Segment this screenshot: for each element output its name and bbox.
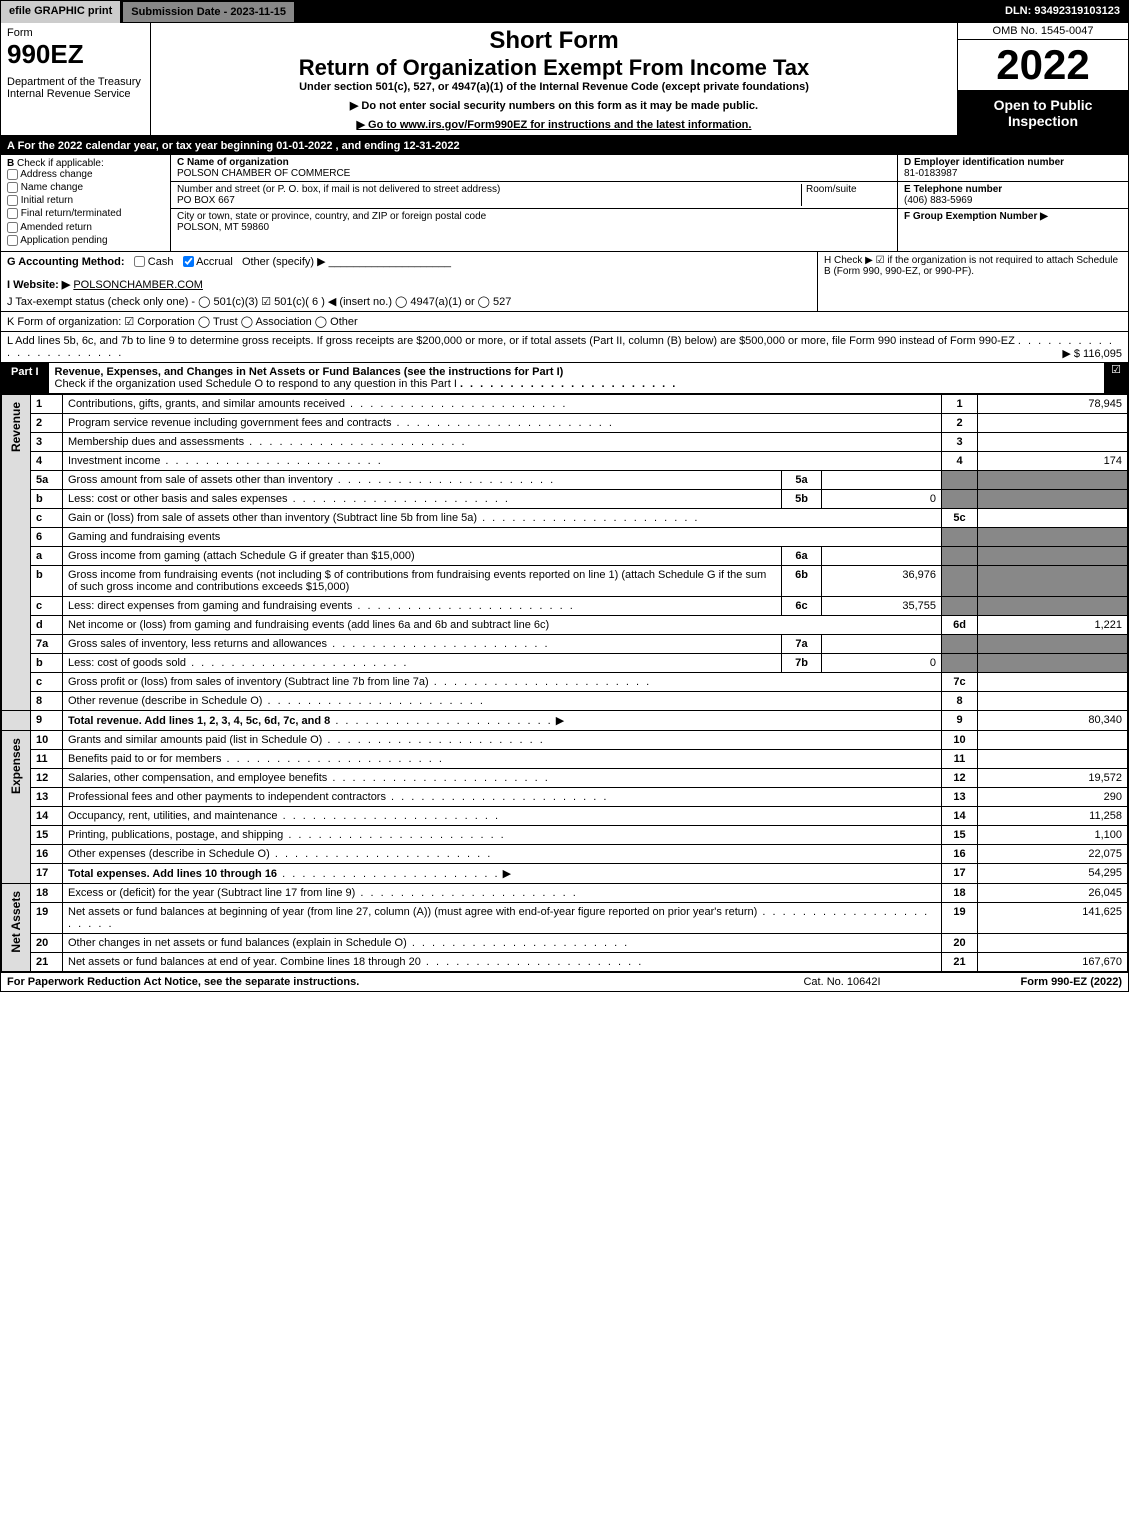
chk-accrual[interactable] [183, 256, 194, 267]
section-bcdef: B Check if applicable: Address change Na… [1, 155, 1128, 252]
form-word: Form [7, 27, 144, 39]
l-gross-receipts: L Add lines 5b, 6c, and 7b to line 9 to … [1, 332, 1128, 363]
val-16: 22,075 [978, 844, 1128, 863]
c-city-label: City or town, state or province, country… [177, 211, 891, 222]
open-to-public: Open to Public Inspection [958, 91, 1128, 135]
d-label: D Employer identification number [904, 157, 1122, 168]
ein-value: 81-0183987 [904, 168, 1122, 179]
form-header: Form 990EZ Department of the Treasury In… [1, 23, 1128, 137]
section-h: H Check ▶ ☑ if the organization is not r… [818, 252, 1128, 312]
c-addr-label: Number and street (or P. O. box, if mail… [177, 184, 801, 195]
val-11 [978, 749, 1128, 768]
row-gh: G Accounting Method: Cash Accrual Other … [1, 252, 1128, 312]
val-17: 54,295 [978, 863, 1128, 883]
header-left: Form 990EZ Department of the Treasury In… [1, 23, 151, 135]
val-5c [978, 508, 1128, 527]
val-13: 290 [978, 787, 1128, 806]
c-name-label: C Name of organization [177, 157, 891, 168]
part1-title: Revenue, Expenses, and Changes in Net As… [55, 366, 564, 378]
val-4: 174 [978, 451, 1128, 470]
section-def: D Employer identification number 81-0183… [898, 155, 1128, 251]
val-9: 80,340 [978, 710, 1128, 730]
tax-year: 2022 [958, 40, 1128, 91]
org-address: PO BOX 667 [177, 195, 801, 206]
val-6d: 1,221 [978, 615, 1128, 634]
val-15: 1,100 [978, 825, 1128, 844]
return-title: Return of Organization Exempt From Incom… [157, 55, 951, 81]
val-6a [822, 546, 942, 565]
chk-cash[interactable] [134, 256, 145, 267]
val-7b: 0 [822, 653, 942, 672]
val-6b: 36,976 [822, 565, 942, 596]
efile-label: efile GRAPHIC print [1, 1, 122, 23]
val-12: 19,572 [978, 768, 1128, 787]
f-label: F Group Exemption Number ▶ [904, 211, 1122, 222]
row-a-tax-year: A For the 2022 calendar year, or tax yea… [1, 137, 1128, 155]
form-number: 990EZ [7, 39, 144, 70]
val-14: 11,258 [978, 806, 1128, 825]
website-link[interactable]: POLSONCHAMBER.COM [73, 279, 203, 291]
e-label: E Telephone number [904, 184, 1122, 195]
section-g: G Accounting Method: Cash Accrual Other … [1, 252, 818, 312]
i-label: I Website: ▶ [7, 279, 70, 291]
form-page: efile GRAPHIC print Submission Date - 20… [0, 0, 1129, 992]
l-value: ▶ $ 116,095 [1062, 347, 1122, 360]
part1-header: Part I Revenue, Expenses, and Changes in… [1, 363, 1128, 394]
section-b: B Check if applicable: Address change Na… [1, 155, 171, 251]
val-7c [978, 672, 1128, 691]
val-20 [978, 933, 1128, 952]
val-5a [822, 470, 942, 489]
goto-text[interactable]: ▶ Go to www.irs.gov/Form990EZ for instru… [357, 119, 752, 131]
part1-tab: Part I [1, 363, 49, 393]
chk-name-change[interactable]: Name change [7, 182, 164, 193]
header-right: OMB No. 1545-0047 2022 Open to Public In… [958, 23, 1128, 135]
side-revenue: Revenue [7, 398, 25, 456]
chk-initial-return[interactable]: Initial return [7, 195, 164, 206]
j-tax-exempt: J Tax-exempt status (check only one) - ◯… [7, 295, 811, 308]
phone-value: (406) 883-5969 [904, 195, 1122, 206]
dept-label: Department of the Treasury Internal Reve… [7, 76, 144, 100]
part1-check[interactable]: ☑ [1104, 363, 1128, 393]
top-bar: efile GRAPHIC print Submission Date - 20… [1, 1, 1128, 23]
side-netassets: Net Assets [7, 887, 25, 957]
val-1: 78,945 [978, 394, 1128, 413]
part1-table: Revenue 1 Contributions, gifts, grants, … [1, 394, 1128, 972]
section-c: C Name of organization POLSON CHAMBER OF… [171, 155, 898, 251]
val-5b: 0 [822, 489, 942, 508]
chk-amended-return[interactable]: Amended return [7, 222, 164, 233]
footer-notice: For Paperwork Reduction Act Notice, see … [7, 976, 742, 988]
under-section: Under section 501(c), 527, or 4947(a)(1)… [157, 81, 951, 93]
val-21: 167,670 [978, 952, 1128, 971]
chk-application-pending[interactable]: Application pending [7, 235, 164, 246]
val-7a [822, 634, 942, 653]
dln-label: DLN: 93492319103123 [997, 1, 1128, 23]
val-18: 26,045 [978, 883, 1128, 902]
org-name: POLSON CHAMBER OF COMMERCE [177, 168, 891, 179]
val-19: 141,625 [978, 902, 1128, 933]
val-8 [978, 691, 1128, 710]
val-3 [978, 432, 1128, 451]
b-label: Check if applicable: [17, 158, 104, 169]
part1-sub: Check if the organization used Schedule … [55, 378, 457, 390]
val-2 [978, 413, 1128, 432]
short-form-title: Short Form [157, 27, 951, 55]
donot-line: ▶ Do not enter social security numbers o… [157, 99, 951, 112]
omb-number: OMB No. 1545-0047 [958, 23, 1128, 40]
side-expenses: Expenses [7, 734, 25, 798]
room-suite-label: Room/suite [801, 184, 891, 206]
footer-catno: Cat. No. 10642I [742, 976, 942, 988]
header-center: Short Form Return of Organization Exempt… [151, 23, 958, 135]
chk-address-change[interactable]: Address change [7, 169, 164, 180]
page-footer: For Paperwork Reduction Act Notice, see … [1, 972, 1128, 991]
goto-line: ▶ Go to www.irs.gov/Form990EZ for instru… [157, 118, 951, 131]
footer-formno: Form 990-EZ (2022) [942, 976, 1122, 988]
org-city: POLSON, MT 59860 [177, 222, 891, 233]
submission-date: Submission Date - 2023-11-15 [122, 1, 295, 23]
k-form-org: K Form of organization: ☑ Corporation ◯ … [1, 312, 1128, 332]
val-10 [978, 730, 1128, 749]
val-6c: 35,755 [822, 596, 942, 615]
chk-final-return[interactable]: Final return/terminated [7, 208, 164, 219]
